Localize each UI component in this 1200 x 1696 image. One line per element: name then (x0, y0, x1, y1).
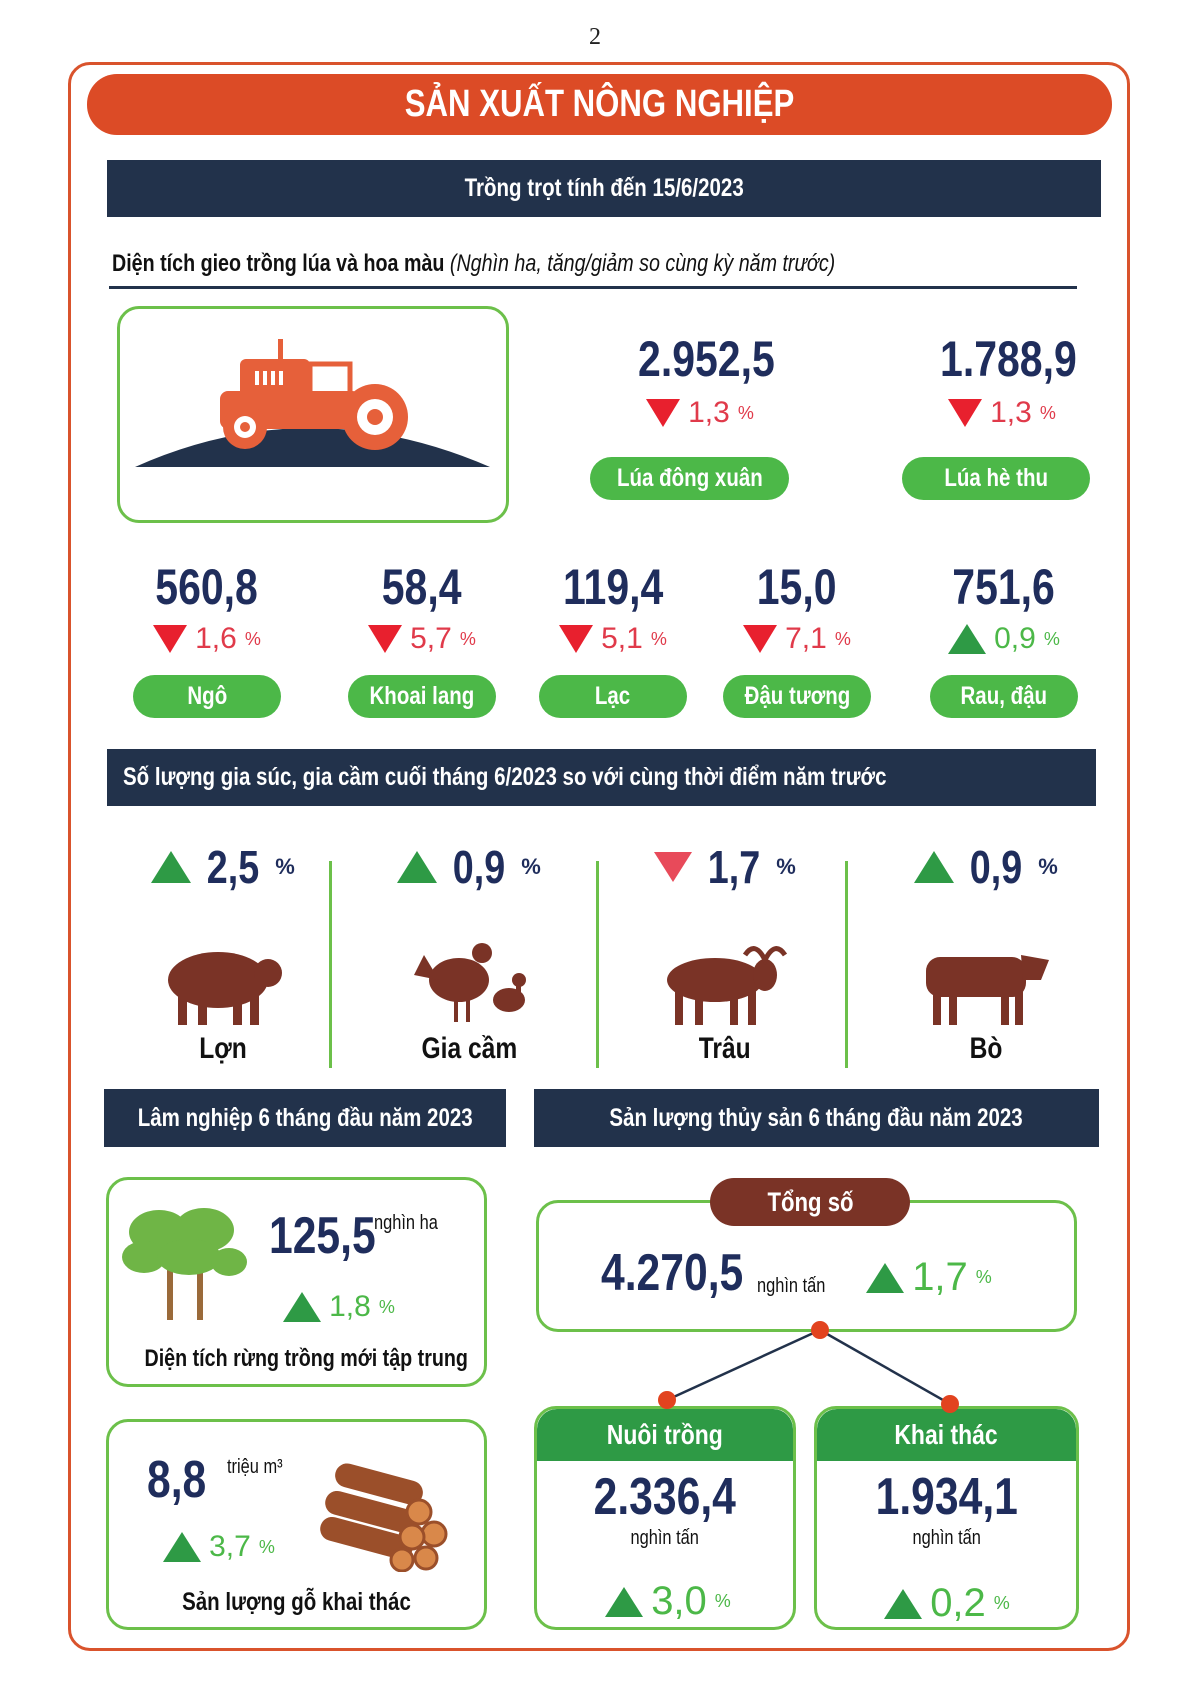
unit: nghìn tấn (757, 1275, 826, 1297)
tractor-icon (135, 339, 490, 467)
value: 2.952,5 (637, 331, 775, 387)
up-triangle-icon (948, 624, 987, 654)
capture-label: Khai thác (817, 1409, 1076, 1461)
change: 2,5% (113, 840, 333, 894)
up-triangle-icon (283, 1292, 322, 1322)
total-value: 4.270,5 (601, 1244, 744, 1302)
crop-header: Trồng trọt tính đến 15/6/2023 (107, 160, 1101, 217)
change: 0,2% (847, 1581, 1047, 1626)
timber-label: Sản lượng gỗ khai thác (182, 1588, 411, 1616)
label-pill: Đậu tương (723, 675, 871, 718)
change: 0,9% (876, 840, 1096, 894)
aquaculture-value: 2.336,4 (593, 1468, 737, 1526)
divider (329, 861, 332, 1068)
change: 3,0% (568, 1579, 768, 1624)
label-pill: Khoai lang (348, 675, 496, 718)
poultry-icon (414, 943, 526, 1022)
down-triangle-icon (654, 852, 693, 882)
divider (109, 286, 1077, 289)
value: 58,4 (382, 559, 462, 615)
up-triangle-icon (397, 851, 438, 883)
forestry-header: Lâm nghiệp 6 tháng đầu năm 2023 (104, 1089, 506, 1147)
total-label-pill: Tổng số (710, 1178, 910, 1226)
fishery-header: Sản lượng thủy sản 6 tháng đầu năm 2023 (534, 1089, 1099, 1147)
connector-dot (658, 1391, 676, 1409)
unit: nghìn tấn (912, 1527, 981, 1549)
change: 0,9% (904, 622, 1104, 656)
up-triangle-icon (914, 851, 955, 883)
change: 7,1% (697, 622, 897, 656)
page-number: 2 (589, 24, 601, 50)
aquaculture-label: Nuôi trồng (537, 1409, 793, 1461)
up-triangle-icon (866, 1262, 905, 1293)
value: 751,6 (952, 559, 1056, 615)
cow-icon (926, 955, 1049, 1025)
change: 1,8% (239, 1290, 439, 1324)
divider (845, 861, 848, 1068)
connector-dot (811, 1321, 829, 1339)
logs-icon (320, 1463, 448, 1572)
change: 0,9% (359, 840, 579, 894)
timber-value: 8,8 (147, 1451, 207, 1509)
value: 1.788,9 (939, 331, 1077, 387)
change: 1,7% (615, 840, 835, 894)
page-title: SẢN XUẤT NÔNG NGHIỆP (87, 74, 1112, 135)
infographic-frame (68, 62, 1130, 1651)
up-triangle-icon (884, 1588, 923, 1619)
new-forest-value: 125,5 (269, 1207, 376, 1265)
crop-subtitle: Diện tích gieo trồng lúa và hoa màu (Ngh… (112, 250, 836, 277)
trees-icon (122, 1208, 247, 1320)
buffalo-icon (667, 946, 788, 1025)
label: Lợn (199, 1032, 247, 1065)
down-triangle-icon (743, 625, 778, 653)
change: 3,7% (119, 1530, 319, 1564)
up-triangle-icon (151, 851, 192, 883)
change: 5,1% (513, 622, 713, 656)
down-triangle-icon (368, 625, 403, 653)
label-pill: Lúa hè thu (902, 457, 1090, 500)
down-triangle-icon (948, 399, 983, 427)
fishery-total-card: 4.270,5 nghìn tấn 1,7% (536, 1200, 1077, 1332)
new-forest-card: 125,5 nghìn ha 1,8% Diện tích rừng trồng… (106, 1177, 487, 1387)
capture-card: Khai thác 1.934,1 nghìn tấn 0,2% (814, 1406, 1079, 1630)
value: 15,0 (757, 559, 837, 615)
pig-icon (168, 952, 282, 1025)
livestock-header: Số lượng gia súc, gia cầm cuối tháng 6/2… (107, 749, 1096, 806)
connector-dot (941, 1395, 959, 1413)
value: 560,8 (155, 559, 259, 615)
label-pill: Rau, đậu (930, 675, 1078, 718)
label: Gia cầm (421, 1032, 517, 1065)
down-triangle-icon (559, 625, 594, 653)
label-pill: Lúa đông xuân (590, 457, 789, 500)
value: 119,4 (562, 559, 664, 615)
up-triangle-icon (605, 1586, 644, 1617)
change: 1,3% (902, 396, 1102, 430)
unit: nghìn ha (374, 1212, 438, 1234)
change: 1,7% (829, 1255, 1029, 1300)
down-triangle-icon (646, 399, 681, 427)
divider (596, 861, 599, 1068)
label: Bò (969, 1032, 1003, 1065)
new-forest-label: Diện tích rừng trồng mới tập trung (144, 1345, 468, 1372)
unit: nghìn tấn (630, 1527, 700, 1549)
label-pill: Ngô (133, 675, 281, 718)
up-triangle-icon (163, 1532, 202, 1562)
label: Trâu (699, 1032, 751, 1065)
unit: triệu m³ (227, 1456, 283, 1478)
aquaculture-card: Nuôi trồng 2.336,4 nghìn tấn 3,0% (534, 1406, 796, 1630)
label-pill: Lạc (539, 675, 687, 718)
change: 5,7% (322, 622, 522, 656)
tractor-card (117, 306, 509, 523)
timber-card: 8,8 triệu m³ 3,7% Sản lượng gỗ khai thác (106, 1419, 487, 1630)
change: 1,3% (600, 396, 800, 430)
capture-value: 1.934,1 (875, 1468, 1018, 1526)
down-triangle-icon (153, 625, 188, 653)
change: 1,6% (107, 622, 307, 656)
